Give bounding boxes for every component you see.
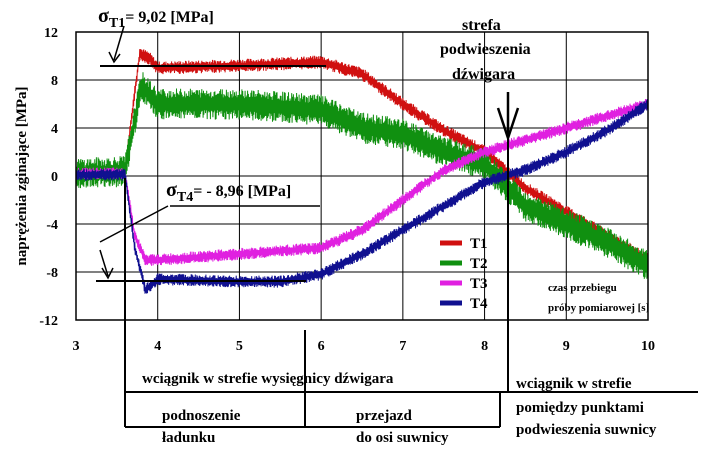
sigma-t1-annotation: σT1= 9,02 [MPa]	[98, 5, 326, 67]
plot-frame	[75, 31, 649, 321]
sigma-t4-symbol: σ	[166, 179, 177, 201]
svg-text:σT4= - 8,96 [MPa]: σT4= - 8,96 [MPa]	[166, 179, 291, 205]
series-line-t3	[75, 98, 649, 266]
y-tick-label: -4	[46, 218, 58, 233]
x-tick-label: 10	[641, 339, 655, 354]
series-group	[75, 49, 649, 294]
x-tick-label: 3	[73, 339, 80, 354]
legend-label-t2: T2	[470, 256, 488, 272]
travel-label-line2: do osi suwnicy	[356, 430, 449, 446]
lift-label-line1: podnoszenie	[162, 408, 241, 424]
zone-brackets	[124, 138, 698, 428]
zone-boom-label: wciągnik w strefie wysięgnicy dźwigara	[142, 371, 394, 387]
y-tick-label: 0	[51, 170, 58, 185]
x-tick-label: 9	[563, 339, 570, 354]
sigma-t1-value: = 9,02 [MPa]	[125, 9, 214, 26]
y-tick-label: -12	[39, 314, 58, 329]
lift-label-line2: ładunku	[162, 430, 215, 446]
svg-text:σT1= 9,02 [MPa]: σT1= 9,02 [MPa]	[98, 5, 214, 31]
zone-between-line3: podwieszenia suwnicy	[516, 422, 657, 438]
y-tick-label: 4	[51, 122, 58, 137]
x-tick-label: 8	[481, 339, 488, 354]
y-axis-label: naprężenia zginające [MPa]	[14, 86, 30, 265]
sigma-t1-symbol: σ	[98, 5, 109, 27]
suspension-zone-line3: dźwigara	[452, 66, 515, 83]
sigma-t1-sub: T1	[109, 16, 125, 31]
y-tick-label: 12	[44, 26, 58, 41]
x-tick-label: 7	[399, 339, 406, 354]
zone-between-line2: pomiędzy punktami	[516, 400, 644, 416]
y-tick-label: 8	[51, 74, 58, 89]
sigma-t4-sub: T4	[177, 190, 193, 205]
suspension-zone-line2: podwieszenia	[440, 41, 531, 58]
x-axis-label-line2: próby pomiarowej [s]	[548, 302, 649, 314]
zone-between-line1: wciągnik w strefie	[516, 376, 632, 392]
x-tick-label: 5	[236, 339, 243, 354]
y-tick-labels: 12 8 4 0 -4 -8 -12	[39, 26, 58, 329]
suspension-zone-annotation: strefa podwieszenia dźwigara	[440, 17, 531, 142]
sigma-t4-annotation: σT4= - 8,96 [MPa]	[96, 179, 320, 282]
series-line-t2	[75, 72, 649, 279]
x-tick-label: 4	[154, 339, 161, 354]
legend-label-t1: T1	[470, 236, 488, 252]
sigma-t4-value: = - 8,96 [MPa]	[193, 183, 291, 200]
x-tick-labels: 3 4 5 6 7 8 9 10	[73, 339, 656, 354]
travel-label-line1: przejazd	[356, 408, 412, 424]
y-tick-label: -8	[46, 266, 58, 281]
x-axis-label-line1: czas przebiegu	[548, 282, 617, 294]
suspension-zone-line1: strefa	[462, 17, 501, 34]
legend-label-t4: T4	[470, 296, 488, 312]
x-tick-label: 6	[318, 339, 325, 354]
legend: T1 T2 T3 T4	[440, 236, 488, 312]
legend-label-t3: T3	[470, 276, 488, 292]
